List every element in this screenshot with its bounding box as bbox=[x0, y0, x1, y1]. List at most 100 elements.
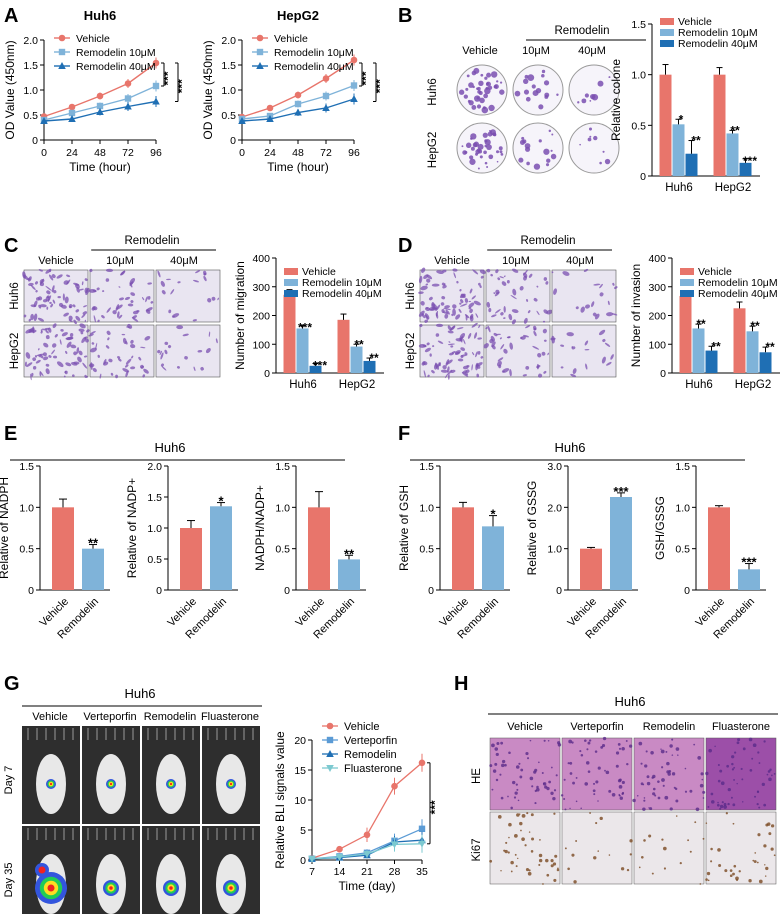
bli-signal bbox=[229, 782, 233, 786]
stained-cell bbox=[130, 344, 136, 349]
panel-a-chart-huh6: Huh6 0 0.5 1.0 1.5 2.0 OD Value (450nm) 0 24 48 72… bbox=[3, 8, 189, 174]
nucleus bbox=[501, 763, 505, 768]
nucleus bbox=[550, 864, 554, 868]
stained-cell bbox=[197, 349, 203, 353]
nucleus bbox=[538, 863, 541, 866]
x-tick-label: 35 bbox=[416, 866, 428, 878]
stained-cell bbox=[469, 308, 473, 314]
nucleus bbox=[628, 744, 633, 748]
sig-label: ** bbox=[88, 536, 99, 551]
nucleus bbox=[770, 824, 775, 828]
sig-label: *** bbox=[428, 800, 442, 814]
stained-cell bbox=[145, 296, 148, 303]
image-row-label: Huh6 bbox=[427, 78, 439, 106]
image-row-label: Huh6 bbox=[9, 282, 21, 310]
nucleus bbox=[677, 754, 679, 756]
nucleus bbox=[661, 778, 665, 782]
colony bbox=[488, 104, 495, 112]
stained-cell bbox=[602, 338, 606, 343]
data-point bbox=[391, 782, 398, 790]
bar bbox=[82, 548, 104, 590]
stained-cell bbox=[447, 343, 455, 346]
panel-a-y-tick-label: 1.5 bbox=[23, 60, 38, 72]
stained-cell bbox=[428, 306, 437, 311]
colony bbox=[514, 90, 521, 97]
stained-cell bbox=[45, 296, 50, 302]
stained-cell bbox=[533, 330, 537, 337]
nucleus bbox=[768, 832, 772, 836]
stained-cell bbox=[23, 314, 27, 318]
legend-label: Vehicle bbox=[678, 16, 712, 28]
nucleus bbox=[773, 854, 776, 857]
stained-cell bbox=[160, 363, 164, 367]
nucleus bbox=[604, 769, 606, 772]
data-point bbox=[68, 109, 76, 117]
nucleus bbox=[768, 777, 772, 782]
stained-cell bbox=[470, 313, 474, 320]
bar bbox=[296, 328, 309, 373]
stained-cell bbox=[217, 297, 220, 301]
stained-cell bbox=[503, 275, 506, 278]
stained-cell bbox=[465, 314, 468, 321]
stained-cell bbox=[106, 307, 111, 313]
bli-signal bbox=[169, 886, 173, 890]
stained-cell bbox=[85, 287, 90, 296]
stained-cell bbox=[456, 327, 464, 330]
stained-cell bbox=[52, 343, 57, 348]
bli-signal bbox=[109, 782, 113, 786]
nucleus bbox=[754, 852, 757, 854]
sig-label: ** bbox=[711, 339, 721, 353]
stained-cell bbox=[118, 286, 121, 288]
nucleus bbox=[684, 767, 687, 770]
sig-label: ** bbox=[354, 337, 364, 351]
nucleus bbox=[748, 879, 752, 883]
bar bbox=[52, 507, 74, 590]
panel-f-chart-1-y-axis-label: Relative of GSSG bbox=[525, 481, 539, 576]
panel-e-chart-1-y-tick-label: 1.0 bbox=[147, 523, 162, 535]
nucleus bbox=[600, 745, 604, 749]
nucleus bbox=[723, 805, 727, 809]
sig-label: ** bbox=[750, 319, 760, 333]
panel-e-header: Huh6 bbox=[10, 440, 345, 461]
stained-cell bbox=[70, 344, 77, 349]
nucleus bbox=[758, 806, 761, 809]
panel-g-y-tick-label: 0 bbox=[300, 855, 306, 867]
bar bbox=[363, 360, 376, 373]
colony bbox=[496, 80, 499, 83]
stained-cell bbox=[48, 355, 52, 358]
stained-cell bbox=[477, 337, 482, 340]
panel-f-chart-1-y-tick-label: 3.0 bbox=[547, 461, 562, 473]
nucleus bbox=[568, 739, 573, 744]
nucleus bbox=[754, 795, 757, 798]
stained-cell bbox=[117, 311, 120, 318]
stained-cell bbox=[49, 301, 52, 304]
colony bbox=[533, 163, 541, 170]
stained-cell bbox=[525, 365, 530, 370]
stained-cell bbox=[572, 368, 577, 375]
colony bbox=[524, 74, 529, 79]
stained-cell bbox=[536, 363, 540, 370]
nucleus bbox=[546, 786, 550, 791]
panel-f-chart-1-y-tick-label: 1.0 bbox=[547, 544, 562, 556]
x-tick-label: 96 bbox=[150, 147, 162, 159]
nucleus bbox=[593, 793, 596, 796]
data-point bbox=[336, 845, 343, 853]
panel-g-y-tick-label: 10 bbox=[294, 795, 306, 807]
nucleus bbox=[548, 780, 551, 784]
nucleus bbox=[770, 847, 774, 851]
panel-e-chart-0-y-axis-label: Relative of NADPH bbox=[0, 477, 11, 579]
nucleus bbox=[515, 865, 518, 868]
stained-cell bbox=[62, 293, 65, 301]
colony bbox=[477, 167, 480, 170]
stained-cell bbox=[575, 306, 579, 310]
nucleus bbox=[520, 829, 522, 832]
stained-cell bbox=[424, 319, 428, 323]
nucleus bbox=[615, 764, 619, 768]
nucleus bbox=[738, 870, 741, 873]
stained-cell bbox=[501, 281, 507, 286]
nucleus bbox=[494, 762, 498, 766]
stained-cell bbox=[166, 278, 171, 281]
stained-cell bbox=[125, 364, 129, 368]
